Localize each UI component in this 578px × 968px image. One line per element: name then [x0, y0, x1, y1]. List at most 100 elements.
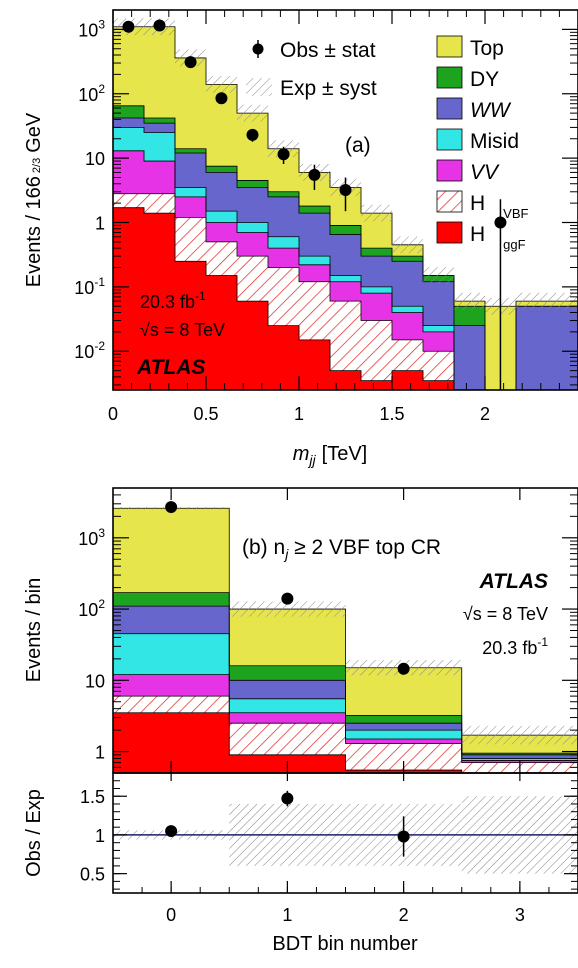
obs-point-0: [122, 20, 135, 33]
legend-swatch-VV: [436, 159, 463, 182]
legend-syst-swatch: [246, 78, 272, 96]
top-xlabel-sub: jj: [307, 452, 316, 468]
top-panel-tag: (a): [345, 134, 371, 157]
obs-point-8: [494, 216, 507, 229]
stack-bar-HggF-9: [392, 370, 424, 390]
stack-bar-HVBF-8: [360, 320, 393, 390]
ratio-xtick-label-1: 1: [282, 905, 292, 925]
syst-band-4: [237, 104, 268, 122]
obs-point-5: [277, 148, 290, 161]
ratio-ytick-label-0: 0.5: [80, 865, 105, 885]
legend-exp-label: Exp ± syst: [280, 77, 377, 100]
ratio-point-2: [397, 830, 410, 843]
obs-point-4: [246, 128, 259, 141]
stack-bar-HggF-0: [113, 207, 145, 390]
ratio-xtick-label-0: 0: [166, 905, 176, 925]
top-energy-text: √s = 8 TeV: [140, 320, 225, 340]
top-xtick-label-3: 1.5: [379, 404, 404, 424]
stack-bar-HggF-8: [360, 380, 393, 390]
bottom-ylabel-text: Events / bin: [23, 578, 45, 683]
legend-swatch-Misid: [436, 128, 463, 151]
legend-label-Misid: Misid: [470, 130, 519, 153]
bottom-stack-outline-HVBF: [113, 695, 578, 763]
obs-point-7: [339, 183, 352, 196]
top-xlabel-var: m: [293, 443, 310, 465]
stack-outline-HggF: [113, 207, 455, 390]
bottom-ytick-label-2: 102: [78, 597, 105, 620]
bottom-ytick-label-3: 103: [78, 526, 105, 549]
legend-label-WW: WW: [470, 99, 512, 122]
top-plot-area: [113, 18, 578, 390]
bottom-xlabel: BDT bin number: [272, 933, 418, 955]
top-ytick-label-2: 1: [95, 213, 105, 233]
syst-band-3: [206, 75, 238, 93]
bottom-obs-point-0: [165, 501, 178, 514]
obs-point-1: [153, 19, 166, 32]
legend-label-Top: Top: [470, 37, 504, 60]
legend-label-HVBF: H VBF: [470, 192, 529, 221]
bottom-syst-band-1: [229, 601, 346, 617]
bottom-plot-area: [113, 501, 578, 773]
syst-band-11: [453, 292, 485, 310]
stack-bar-HggF-3: [206, 275, 238, 390]
legend-swatch-DY: [436, 66, 463, 89]
stack-bar-WW-13: [516, 306, 548, 390]
stack-bar-WW-14: [546, 306, 578, 390]
legend-swatch-HVBF: [436, 190, 463, 213]
bottom-ylabel: Events / bin: [23, 578, 45, 683]
legend-label-DY: DY: [470, 68, 499, 91]
top-panel: 0 0.5 1 1.5 2 10-2 10-1 1 10 102 103 Obs ± stat Exp …: [74, 9, 578, 424]
syst-band-10: [423, 267, 454, 284]
stack-bar-HggF-4: [237, 301, 269, 390]
top-ytick-label-5: 103: [78, 17, 105, 40]
ratio-xtick-label-2: 2: [399, 905, 409, 925]
top-ytick-label-4: 102: [78, 82, 105, 105]
bottom-ytick-label-0: 1: [95, 743, 105, 763]
ratio-ylabel: Obs / Exp: [23, 789, 45, 877]
svg-text:Events / 1662/3GeV: Events / 166 2/3 GeV: [23, 112, 45, 287]
ratio-ytick-label-2: 1.5: [80, 787, 105, 807]
top-xlabel: mjj [TeV]: [293, 443, 367, 468]
ratio-xtick-label-3: 3: [515, 905, 525, 925]
top-ylabel-text: Events / 166: [23, 176, 45, 287]
legend-obs-marker: [252, 43, 264, 55]
top-xtick-label-0: 0: [108, 404, 118, 424]
bottom-panel-tag: (b) nj ≥ 2 VBF top CR: [242, 536, 441, 562]
top-xtick-label-1: 0.5: [193, 404, 218, 424]
svg-text:mjj[TeV]: mjj [TeV]: [293, 443, 367, 468]
obs-point-2: [184, 56, 197, 69]
top-ylabel: Events / 166 2/3 GeV: [23, 112, 45, 287]
ratio-ytick-label-1: 1: [95, 826, 105, 846]
bottom-lumi-text: 20.3 fb-1: [482, 635, 548, 658]
top-ylabel-frac: 2/3: [31, 158, 43, 173]
stack-bar-HggF-7: [330, 370, 362, 390]
bottom-obs-point-2: [397, 662, 410, 675]
stack-bar-HggF-1: [144, 213, 176, 390]
top-ylabel-unit: GeV: [23, 112, 45, 153]
obs-point-6: [308, 168, 321, 181]
top-lumi-text: 20.3 fb-1: [140, 289, 206, 312]
legend-swatch-HggF: [436, 221, 463, 244]
ratio-plot-area: [113, 790, 578, 874]
bottom-tag-rest: ≥ 2 VBF top CR: [288, 536, 441, 559]
top-frame: [112, 9, 578, 391]
legend-swatch-Top: [436, 35, 463, 58]
stack-bar-HggF-2: [174, 261, 207, 390]
top-ytick-label-1: 10-1: [74, 275, 105, 298]
top-ytick-label-0: 10-2: [74, 339, 105, 362]
stack-bar-WW-11: [453, 325, 486, 390]
obs-point-3: [215, 92, 228, 105]
ratio-panel: 0 1 2 3 0.5 1 1.5: [80, 772, 578, 925]
ratio-point-0: [165, 825, 178, 838]
top-atlas-label: ATLAS: [136, 356, 205, 379]
legend-swatch-WW: [436, 97, 463, 120]
ratio-point-1: [281, 792, 294, 805]
syst-band-13: [516, 292, 547, 310]
bottom-syst-band-3: [461, 725, 578, 745]
top-xtick-label-2: 1: [294, 404, 304, 424]
top-ytick-label-3: 10: [85, 149, 105, 169]
legend-label-VV: VV: [470, 161, 500, 184]
